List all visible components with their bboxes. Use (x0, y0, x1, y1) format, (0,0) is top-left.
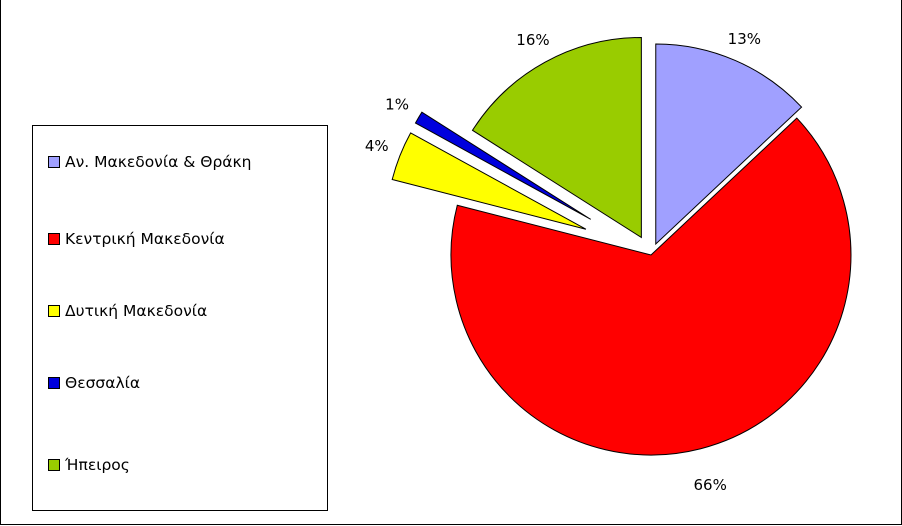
legend-swatch-4 (48, 459, 60, 471)
legend-label-4: Ήπειρος (65, 456, 130, 474)
legend-swatch-3 (48, 377, 60, 389)
legend-label-1: Κεντρική Μακεδονία (65, 230, 225, 248)
slice-label-2: 4% (365, 137, 389, 155)
pie-slice-2 (391, 132, 587, 230)
legend: Αν. Μακεδονία & Θράκη Κεντρική Μακεδονία… (32, 125, 328, 511)
pie-slice-1 (450, 117, 852, 456)
legend-item-2: Δυτική Μακεδονία (48, 301, 207, 321)
legend-label-0: Αν. Μακεδονία & Θράκη (65, 153, 252, 171)
legend-item-4: Ήπειρος (48, 455, 130, 475)
slice-label-4: 16% (516, 31, 549, 49)
legend-item-1: Κεντρική Μακεδονία (48, 229, 225, 249)
slice-label-1: 66% (694, 476, 727, 494)
pie-slice-0 (655, 43, 803, 246)
legend-item-0: Αν. Μακεδονία & Θράκη (48, 152, 251, 172)
slice-label-3: 1% (385, 95, 409, 113)
legend-swatch-2 (48, 305, 60, 317)
legend-swatch-0 (48, 156, 60, 168)
legend-item-3: Θεσσαλία (48, 373, 140, 393)
legend-swatch-1 (48, 233, 60, 245)
legend-label-2: Δυτική Μακεδονία (65, 302, 208, 320)
slice-label-0: 13% (728, 30, 761, 48)
pie-slice-4 (471, 36, 642, 239)
legend-label-3: Θεσσαλία (65, 374, 141, 392)
pie-slice-3 (414, 111, 592, 220)
